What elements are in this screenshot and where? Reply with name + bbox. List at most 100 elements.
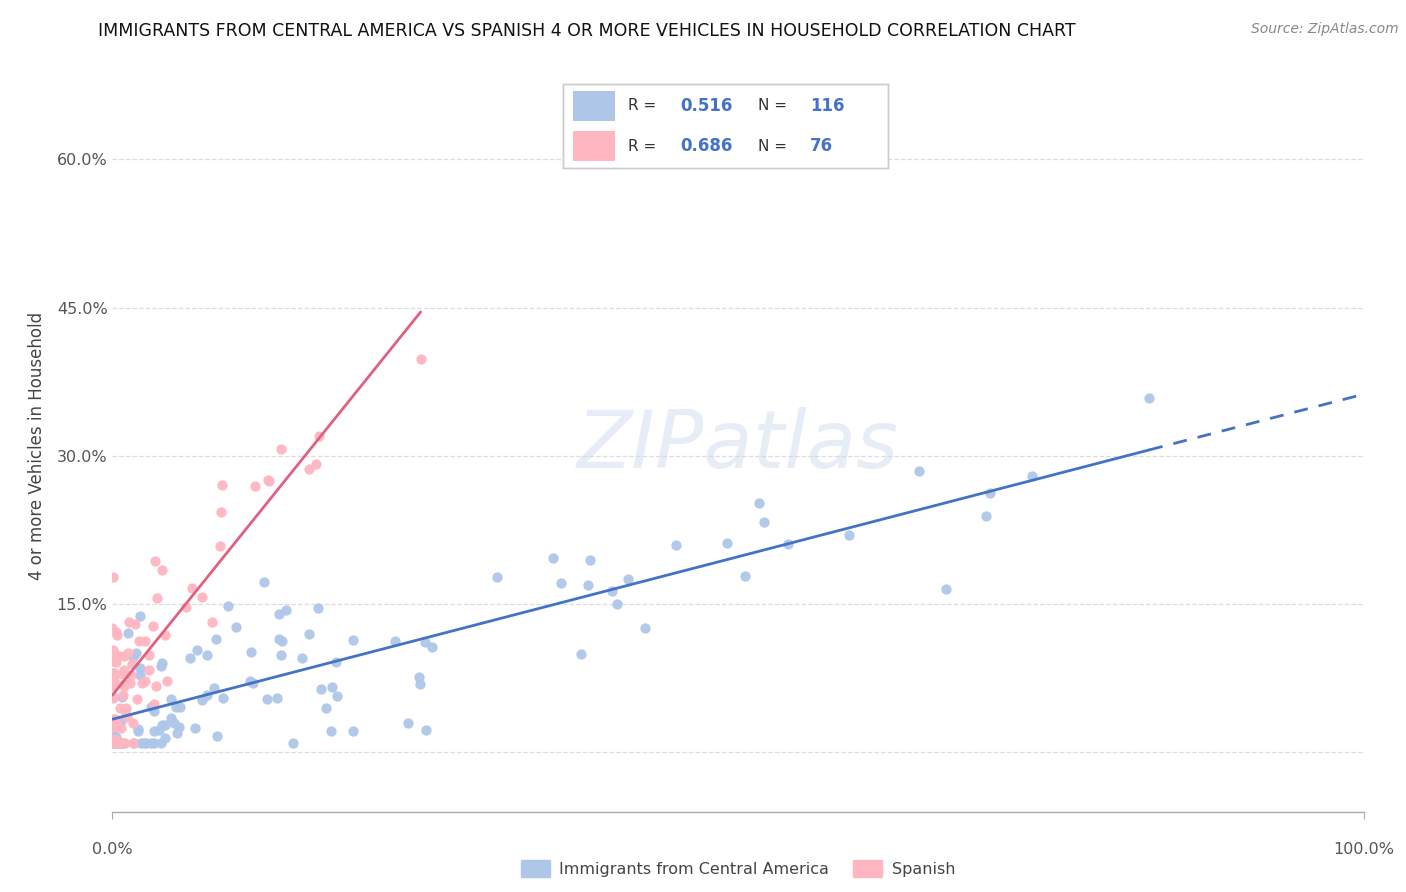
- Point: [101, 690, 124, 705]
- Point: [242, 675, 264, 690]
- Point: [281, 735, 304, 749]
- Point: [315, 701, 337, 715]
- Point: [342, 723, 364, 738]
- Point: [114, 704, 136, 718]
- Point: [142, 697, 165, 711]
- Point: [150, 563, 173, 577]
- Point: [665, 538, 688, 552]
- Point: [107, 735, 129, 749]
- Point: [131, 676, 153, 690]
- Point: [298, 626, 321, 640]
- Point: [270, 648, 292, 662]
- Point: [205, 729, 228, 743]
- Point: [217, 599, 239, 613]
- Point: [104, 731, 127, 746]
- Point: [191, 693, 214, 707]
- Point: [153, 731, 176, 745]
- Point: [101, 712, 124, 726]
- Point: [112, 649, 135, 664]
- Point: [576, 578, 599, 592]
- Point: [103, 670, 125, 684]
- Point: [174, 599, 197, 614]
- Point: [101, 735, 124, 749]
- Point: [191, 591, 214, 605]
- Point: [124, 616, 146, 631]
- Point: [134, 634, 156, 648]
- Point: [160, 691, 183, 706]
- Point: [103, 735, 125, 749]
- Point: [111, 735, 134, 749]
- Point: [139, 735, 162, 749]
- Point: [257, 474, 280, 488]
- Point: [600, 584, 623, 599]
- Point: [205, 632, 228, 646]
- Point: [146, 591, 169, 606]
- Point: [309, 682, 332, 697]
- Point: [195, 688, 218, 702]
- Point: [569, 648, 592, 662]
- Point: [117, 626, 139, 640]
- Point: [101, 731, 124, 745]
- Point: [129, 668, 152, 682]
- Point: [132, 735, 155, 749]
- Point: [108, 735, 131, 749]
- Point: [111, 735, 134, 749]
- Point: [413, 635, 436, 649]
- Point: [716, 536, 738, 550]
- Point: [101, 720, 124, 734]
- Point: [253, 574, 276, 589]
- Point: [138, 648, 160, 662]
- Point: [110, 714, 132, 728]
- Point: [143, 724, 166, 739]
- Point: [114, 735, 136, 749]
- Point: [101, 690, 124, 704]
- Point: [209, 505, 232, 519]
- Point: [578, 553, 600, 567]
- Point: [120, 668, 142, 682]
- Point: [107, 735, 129, 749]
- Point: [408, 676, 430, 690]
- Point: [415, 723, 437, 737]
- Point: [239, 673, 262, 688]
- Point: [1137, 392, 1160, 406]
- Point: [105, 648, 128, 662]
- Point: [409, 351, 432, 366]
- Point: [156, 673, 179, 688]
- Point: [298, 462, 321, 476]
- Point: [103, 665, 125, 680]
- Point: [616, 572, 638, 586]
- Point: [127, 723, 149, 738]
- Point: [112, 677, 135, 691]
- Point: [134, 673, 156, 688]
- Point: [139, 699, 162, 714]
- Point: [734, 569, 756, 583]
- Point: [111, 690, 134, 704]
- Point: [125, 646, 148, 660]
- Point: [325, 655, 347, 669]
- Point: [541, 551, 564, 566]
- Point: [163, 715, 186, 730]
- Text: 0.0%: 0.0%: [93, 842, 132, 857]
- Point: [752, 515, 775, 529]
- Point: [225, 620, 247, 634]
- Text: ZIPatlas: ZIPatlas: [576, 407, 900, 485]
- Point: [180, 582, 202, 596]
- Point: [208, 540, 231, 554]
- Point: [159, 711, 181, 725]
- Point: [143, 554, 166, 568]
- Text: Source: ZipAtlas.com: Source: ZipAtlas.com: [1251, 22, 1399, 37]
- Point: [634, 621, 657, 635]
- Point: [122, 715, 145, 730]
- Point: [267, 607, 290, 621]
- Point: [120, 675, 142, 690]
- Point: [114, 701, 136, 715]
- Point: [186, 643, 208, 657]
- Point: [1021, 469, 1043, 483]
- Point: [269, 632, 291, 647]
- Point: [150, 718, 173, 732]
- Point: [142, 735, 165, 749]
- Point: [153, 628, 176, 642]
- Point: [266, 690, 288, 705]
- Point: [122, 735, 145, 749]
- Point: [145, 679, 167, 693]
